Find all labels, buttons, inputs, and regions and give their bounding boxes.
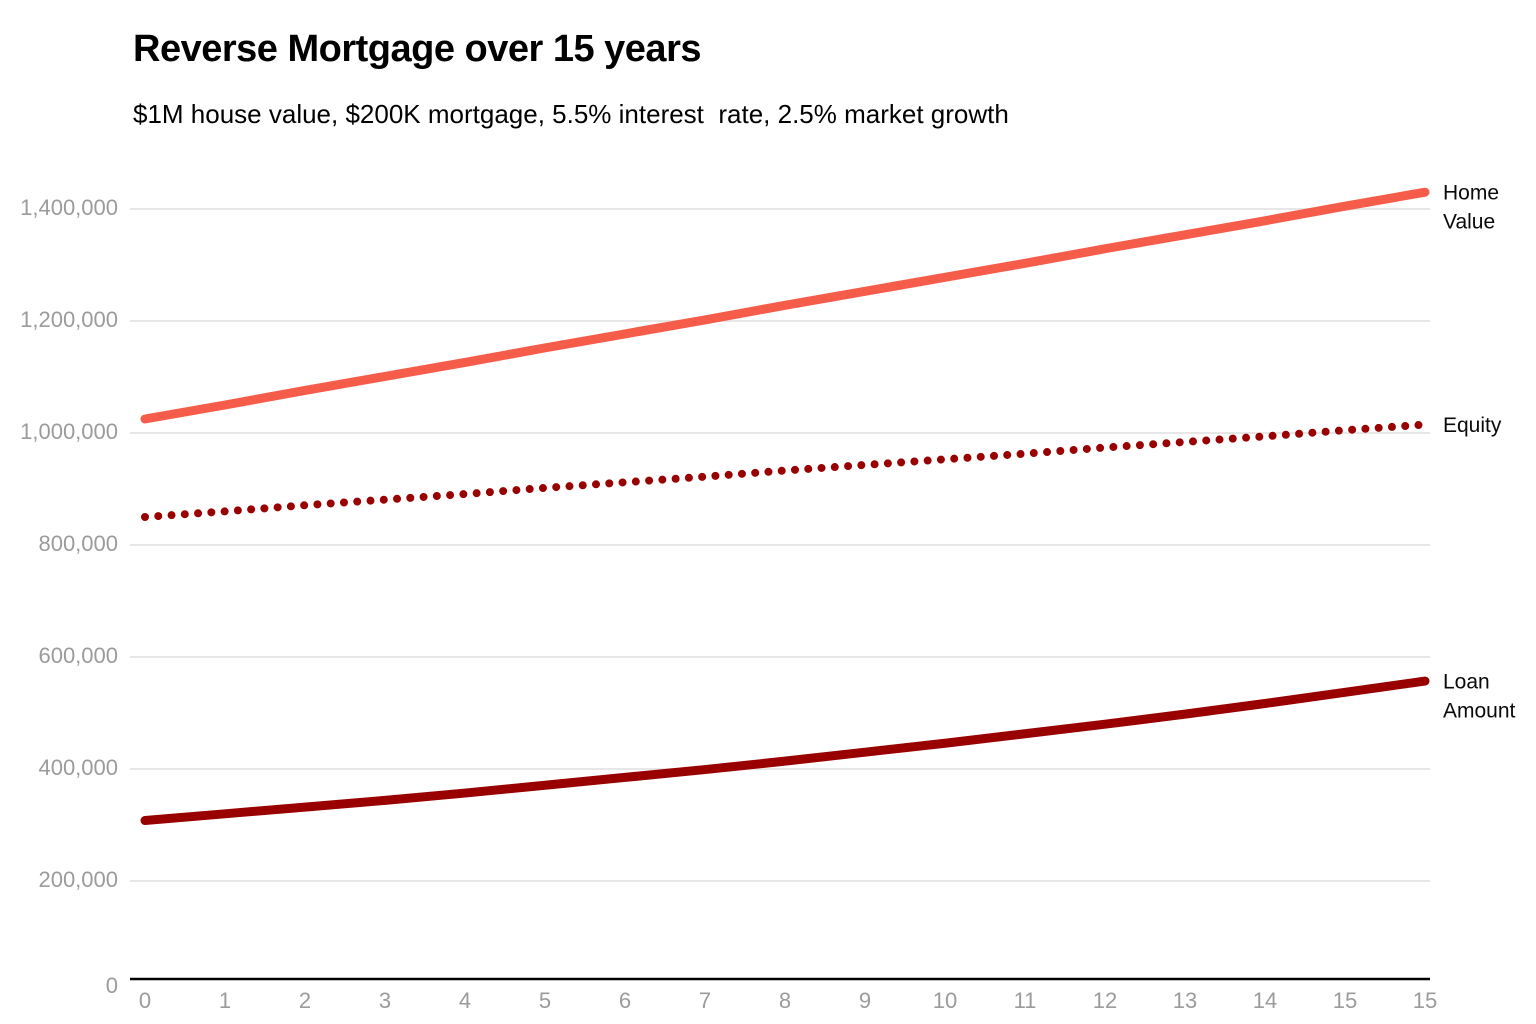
x-tick-label: 8 <box>779 988 791 1013</box>
y-tick-label: 600,000 <box>38 643 118 668</box>
x-tick-label: 15 <box>1413 988 1437 1013</box>
series-label-line: Value <box>1443 211 1495 234</box>
y-tick-label: 400,000 <box>38 755 118 780</box>
series-label-loan-amount: Loan Amount <box>1443 671 1516 723</box>
y-tick-label: 0 <box>106 973 118 998</box>
x-tick-label: 10 <box>933 988 957 1013</box>
x-tick-label: 7 <box>699 988 711 1013</box>
series-line-home-value <box>140 187 1430 424</box>
x-axis-labels: 0 1 2 3 4 5 6 7 8 9 10 11 12 13 14 15 15 <box>139 988 1437 1013</box>
y-tick-label: 1,400,000 <box>20 195 118 220</box>
x-tick-label: 15 <box>1333 988 1357 1013</box>
series-label-equity: Equity <box>1443 414 1502 437</box>
series-label-line: Equity <box>1443 414 1502 437</box>
series-line-loan-amount <box>140 676 1430 826</box>
x-tick-label: 2 <box>299 988 311 1013</box>
x-tick-label: 4 <box>459 988 471 1013</box>
series-label-line: Amount <box>1443 700 1516 723</box>
x-tick-label: 6 <box>619 988 631 1013</box>
chart-subtitle: $1M house value, $200K mortgage, 5.5% in… <box>133 99 1009 129</box>
x-tick-label: 0 <box>139 988 151 1013</box>
y-axis-labels: 0 200,000 400,000 600,000 800,000 1,000,000 1,… <box>20 195 118 998</box>
series-label-home-value: Home Value <box>1443 182 1499 234</box>
y-tick-label: 1,000,000 <box>20 419 118 444</box>
y-tick-label: 200,000 <box>38 867 118 892</box>
y-tick-label: 1,200,000 <box>20 307 118 332</box>
x-tick-label: 9 <box>859 988 871 1013</box>
x-tick-label: 13 <box>1173 988 1197 1013</box>
x-tick-label: 11 <box>1014 988 1037 1013</box>
x-tick-label: 1 <box>219 988 231 1013</box>
series-label-line: Loan <box>1443 671 1490 694</box>
y-tick-label: 800,000 <box>38 531 118 556</box>
gridlines <box>130 208 1430 882</box>
x-tick-label: 12 <box>1093 988 1117 1013</box>
chart-title: Reverse Mortgage over 15 years <box>133 28 702 70</box>
x-tick-label: 3 <box>379 988 391 1013</box>
series-line-equity <box>141 420 1429 521</box>
x-tick-label: 5 <box>539 988 551 1013</box>
series-label-line: Home <box>1443 182 1499 205</box>
x-tick-label: 14 <box>1253 988 1277 1013</box>
